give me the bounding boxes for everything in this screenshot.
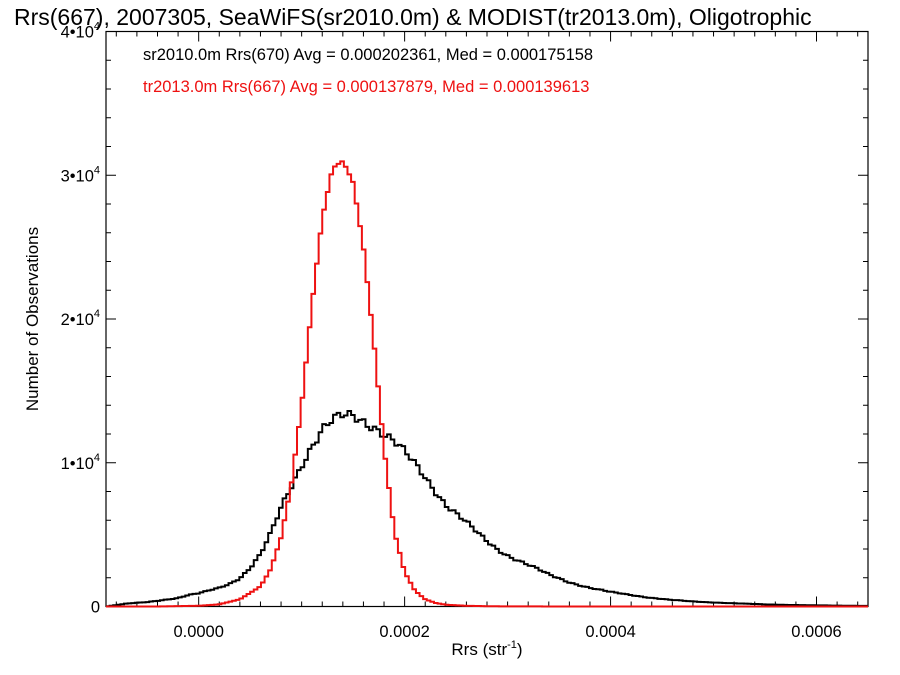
tick-marks (106, 31, 868, 607)
legend-entry-black: sr2010.0m Rrs(670) Avg = 0.000202361, Me… (143, 46, 593, 64)
x-tick-label: 0.0002 (379, 623, 429, 641)
y-tick-label-mantissa: 4•10 (61, 24, 94, 42)
series-line-seawifs (106, 409, 868, 608)
y-tick-label: 4•104 (61, 21, 100, 42)
series-line-modist (106, 160, 868, 608)
y-tick-label: 2•104 (61, 308, 100, 329)
histogram-series (106, 160, 868, 608)
x-tick-label: 0.0004 (585, 623, 635, 641)
x-axis-label: Rrs (str-1) (451, 639, 522, 659)
y-tick-label-exponent: 4 (94, 164, 100, 176)
chart-title: Rrs(667), 2007305, SeaWiFS(sr2010.0m) & … (14, 4, 812, 30)
legend-entry-red: tr2013.0m Rrs(667) Avg = 0.000137879, Me… (143, 78, 589, 96)
y-tick-label-mantissa: 2•10 (61, 311, 94, 329)
y-tick-label-exponent: 4 (94, 21, 100, 33)
x-tick-label: 0.0006 (791, 623, 841, 641)
x-tick-labels: 0.0000 0.0002 0.0004 0.0006 (173, 623, 841, 641)
y-tick-label-exponent: 4 (94, 452, 100, 464)
x-axis-label-sup: -1 (507, 639, 517, 651)
y-axis-label: Number of Observations (23, 227, 42, 411)
y-tick-label-mantissa: 1•10 (61, 455, 94, 473)
y-tick-label: 1•104 (61, 452, 100, 473)
y-tick-label-mantissa: 3•10 (61, 167, 94, 185)
plot-frame (105, 30, 869, 608)
y-tick-label-exponent: 4 (94, 308, 100, 320)
x-tick-label: 0.0000 (173, 623, 223, 641)
x-axis-label-main: Rrs (str (451, 640, 507, 659)
x-axis-label-suffix: ) (517, 640, 523, 659)
y-tick-label: 3•104 (61, 164, 100, 185)
y-tick-label: 0 (91, 599, 100, 617)
y-tick-label-mantissa: 0 (91, 599, 100, 617)
